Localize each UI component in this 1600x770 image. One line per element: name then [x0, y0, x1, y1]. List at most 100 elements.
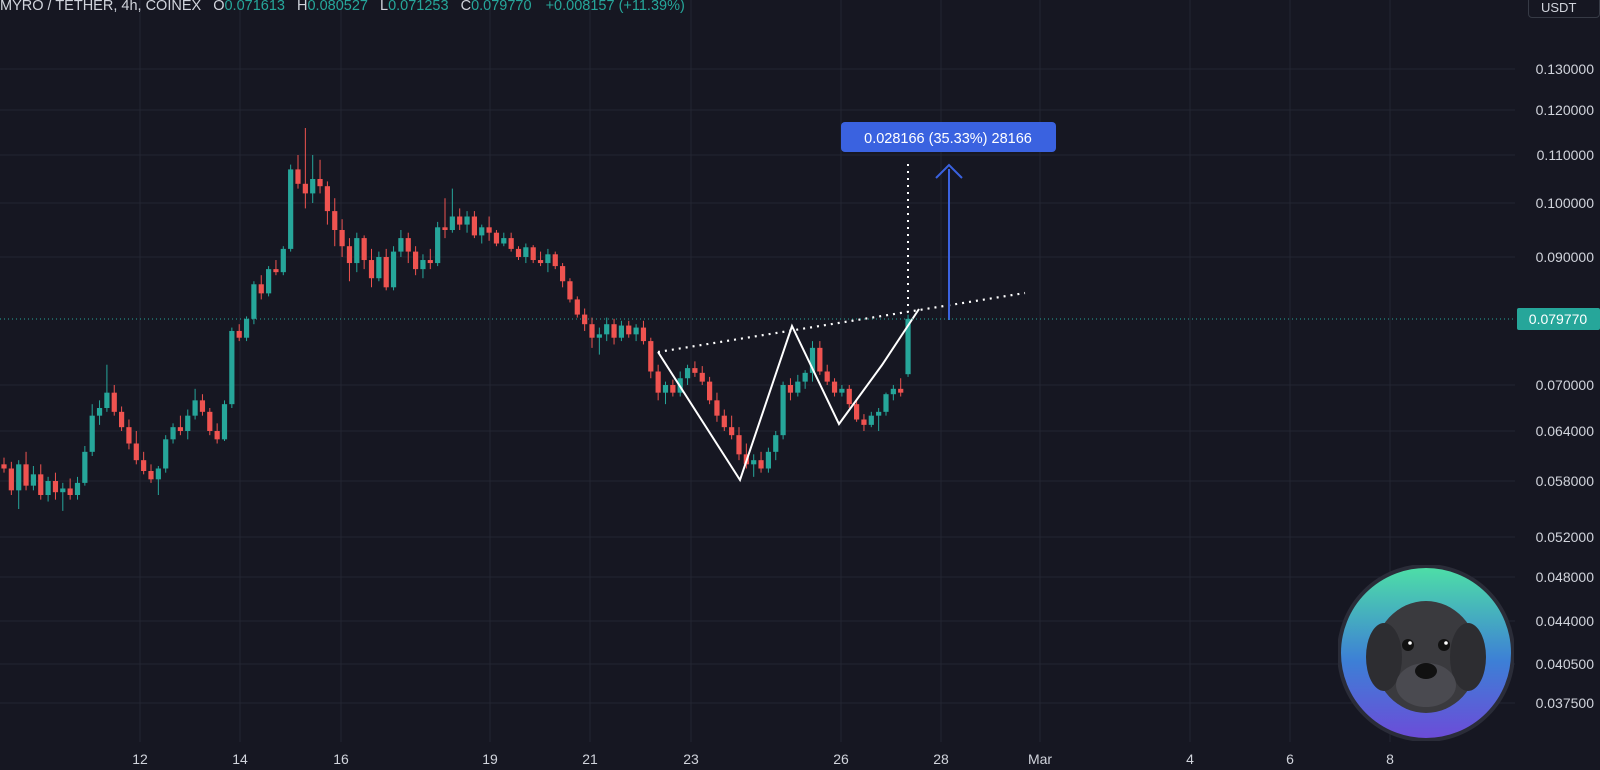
candle-up	[398, 238, 404, 252]
candle-up	[765, 451, 771, 469]
chart-grid	[0, 0, 1515, 742]
price-tick-label: 0.052000	[1536, 529, 1595, 545]
time-axis[interactable]: 12 14 16 19 21 23 26 28 Mar 4 6 8	[132, 751, 1394, 767]
time-tick-label: 12	[132, 751, 148, 767]
candle-up	[163, 439, 169, 469]
measure-arrow-head	[935, 163, 963, 179]
time-tick-label: 8	[1386, 751, 1394, 767]
candle-down	[236, 330, 242, 338]
candle-down	[537, 260, 544, 264]
candle-down	[640, 327, 647, 342]
time-tick-label: 4	[1186, 751, 1194, 767]
candle-up	[280, 248, 286, 273]
candle-up	[229, 330, 235, 405]
time-tick-label: 21	[582, 751, 598, 767]
drawing-overlays: 0.028166 (35.33%) 28166	[657, 122, 1056, 483]
candle-up	[30, 474, 36, 486]
price-axis[interactable]: 0.130000 0.120000 0.110000 0.100000 0.090000…	[1536, 61, 1595, 711]
candle-down	[346, 246, 353, 264]
candle-up	[16, 464, 22, 491]
candle-down	[52, 481, 59, 493]
dog-avatar-watermark	[1337, 564, 1515, 742]
candle-down	[317, 179, 323, 187]
neckline-dotted[interactable]	[657, 291, 1026, 354]
time-tick-label: 14	[232, 751, 248, 767]
candle-up	[420, 260, 426, 270]
candle-up	[596, 334, 602, 338]
open-key: O	[213, 0, 225, 14]
candle-down	[787, 385, 794, 393]
candle-down	[560, 266, 566, 282]
candle-up	[376, 257, 382, 279]
time-tick-label: 28	[933, 751, 949, 767]
candle-up	[45, 481, 51, 495]
candle-down	[626, 325, 632, 335]
candle-up	[479, 227, 485, 236]
low-key: L	[380, 0, 389, 14]
candle-up	[155, 468, 161, 480]
candle-up	[221, 404, 228, 440]
candle-down	[714, 400, 720, 416]
candle-up	[170, 427, 176, 440]
pattern-zigzag[interactable]	[657, 308, 920, 483]
time-tick-label: 23	[683, 751, 699, 767]
candle-up	[523, 247, 529, 257]
candle-up	[435, 227, 441, 264]
candle-down	[552, 254, 558, 267]
candle-down	[8, 468, 14, 491]
candle-down	[214, 431, 220, 440]
candle-down	[721, 415, 727, 428]
candle-down	[699, 372, 705, 382]
candle-down	[736, 435, 742, 455]
change-value: +0.008157 (+11.39%)	[545, 0, 685, 14]
candle-down	[177, 427, 183, 431]
candle-down	[207, 411, 213, 431]
candle-up	[662, 385, 669, 393]
candle-down	[133, 443, 139, 461]
candle-down	[758, 460, 764, 469]
candle-up	[96, 408, 103, 416]
price-tick-label: 0.040500	[1536, 656, 1595, 672]
symbol-title[interactable]: MYRO / TETHER, 4h, COINEX	[0, 0, 202, 14]
candle-up	[876, 411, 882, 416]
candle-down	[361, 238, 367, 261]
close-key: C	[460, 0, 472, 14]
candle-up	[288, 169, 294, 249]
currency-unit-button[interactable]: USDT	[1528, 0, 1600, 18]
candle-down	[589, 324, 595, 338]
candle-down	[817, 347, 823, 372]
candlestick-series	[1, 128, 911, 511]
candle-down	[67, 488, 73, 495]
low-value: 0.071253	[388, 0, 449, 14]
candle-down	[493, 232, 500, 244]
candle-down	[824, 371, 830, 382]
time-tick-label: Mar	[1028, 751, 1052, 767]
candle-down	[831, 381, 838, 393]
close-value: 0.079770	[471, 0, 532, 14]
candle-down	[508, 238, 514, 249]
price-tick-label: 0.110000	[1537, 147, 1595, 163]
candle-up	[809, 347, 816, 373]
candle-up	[883, 394, 889, 412]
candle-down	[707, 381, 713, 401]
candle-up	[773, 435, 779, 452]
price-tick-label: 0.090000	[1536, 249, 1595, 265]
candle-down	[295, 169, 301, 184]
price-tick-label: 0.130000	[1536, 61, 1595, 77]
price-tick-label: 0.064000	[1536, 423, 1595, 439]
candle-up	[89, 415, 95, 452]
measure-label-box[interactable]	[841, 122, 1056, 152]
candle-down	[324, 186, 330, 212]
candle-up	[310, 179, 316, 194]
candle-down	[339, 230, 345, 247]
candle-up	[780, 385, 786, 436]
candle-down	[1, 464, 7, 469]
candle-up	[545, 254, 551, 264]
price-tick-label: 0.058000	[1536, 473, 1595, 489]
candle-down	[119, 411, 125, 428]
candle-up	[251, 284, 257, 319]
candle-up	[192, 400, 198, 416]
candle-down	[486, 227, 492, 233]
candle-down	[199, 400, 206, 412]
